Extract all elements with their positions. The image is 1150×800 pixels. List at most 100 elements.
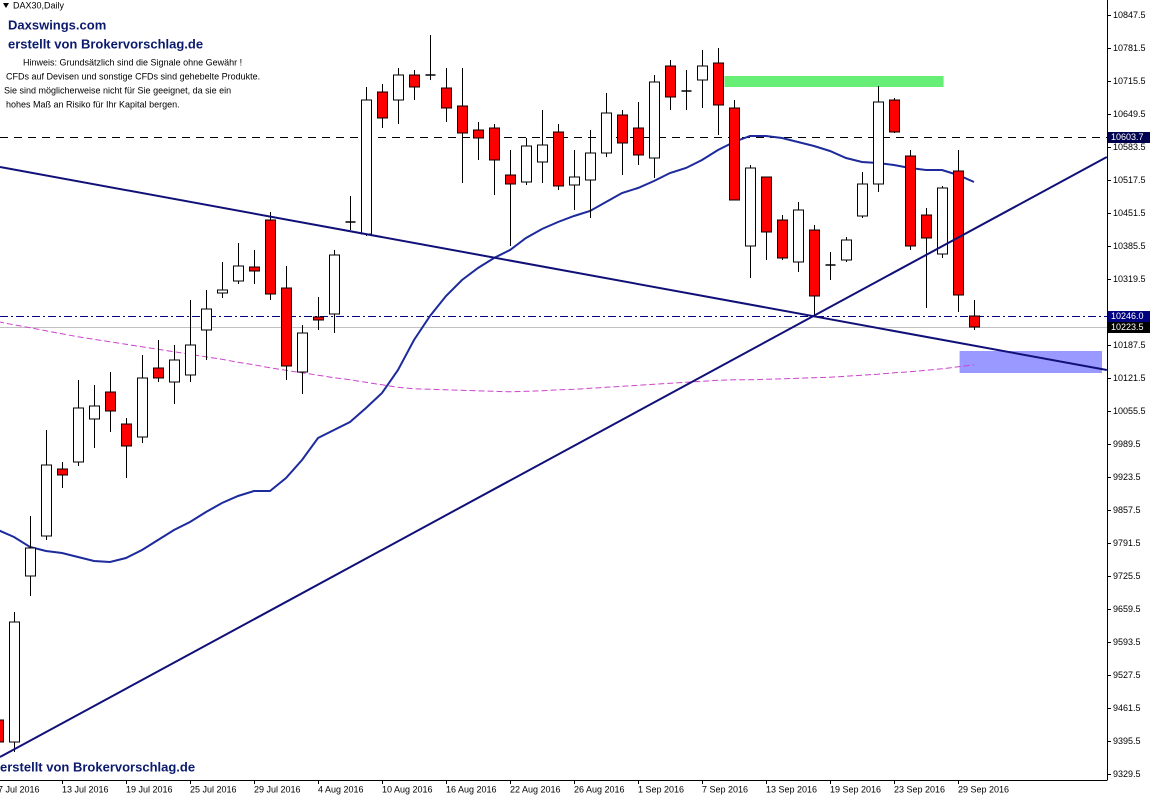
note: Hinweis: Grundsätzlich sind die Signale …	[23, 57, 242, 67]
candle-body	[281, 287, 292, 367]
candle-body	[377, 91, 388, 119]
y-tick-label: 9725.5	[1113, 571, 1141, 581]
candle-body	[105, 391, 116, 412]
candle-body	[649, 81, 660, 159]
level-label-bg	[1108, 132, 1150, 143]
level-label: 10246.0	[1111, 311, 1144, 321]
candle-body	[713, 62, 724, 106]
x-tick-label: 23 Sep 2016	[894, 784, 945, 794]
y-tick-label: 9923.5	[1113, 472, 1141, 482]
y-tick-label: 9791.5	[1113, 538, 1141, 548]
candle-body	[969, 315, 980, 328]
candle-body	[217, 289, 228, 294]
y-tick-label: 9593.5	[1113, 637, 1141, 647]
candle-body	[889, 99, 900, 133]
candle-body	[9, 621, 20, 743]
x-tick-label: 29 Sep 2016	[958, 784, 1009, 794]
note: hohes Maß an Risiko für Ihr Kapital berg…	[6, 99, 180, 109]
candle-body	[585, 152, 596, 181]
x-tick-label: 7 Jul 2016	[0, 784, 40, 794]
candle-body	[841, 239, 852, 261]
y-tick-label: 9989.5	[1113, 439, 1141, 449]
level-label-bg	[1108, 311, 1150, 322]
candle-body	[169, 359, 180, 383]
y-tick-label: 10451.5	[1113, 208, 1146, 218]
x-tick-label: 29 Jul 2016	[254, 784, 301, 794]
y-tick-label: 10319.5	[1113, 274, 1146, 284]
candle-body	[489, 127, 500, 161]
x-tick-label: 10 Aug 2016	[382, 784, 433, 794]
candle-body	[665, 65, 676, 98]
x-tick-label: 22 Aug 2016	[510, 784, 561, 794]
y-tick-label: 10121.5	[1113, 373, 1146, 383]
x-tick-label: 1 Sep 2016	[638, 784, 684, 794]
x-tick-label: 7 Sep 2016	[702, 784, 748, 794]
y-tick-label: 9395.5	[1113, 736, 1141, 746]
y-tick-label: 10517.5	[1113, 175, 1146, 185]
level-label-bg	[1108, 322, 1150, 333]
y-tick-label: 9659.5	[1113, 604, 1141, 614]
candle-body	[185, 344, 196, 376]
note: CFDs auf Devisen und sonstige CFDs sind …	[6, 71, 260, 81]
candle-body	[441, 87, 452, 109]
plot-area	[0, 35, 1108, 758]
candle-body	[857, 183, 868, 217]
candle-body	[137, 377, 148, 438]
candle-body	[953, 170, 964, 296]
x-tick-label: 13 Jul 2016	[62, 784, 109, 794]
y-tick-label: 9329.5	[1113, 769, 1141, 779]
y-tick-label: 10385.5	[1113, 241, 1146, 251]
candle-body	[233, 265, 244, 282]
candle-body	[697, 65, 708, 81]
note: Sie sind möglicherweise nicht für Sie ge…	[4, 85, 231, 95]
candle-body	[265, 219, 276, 295]
candle-body	[329, 254, 340, 315]
candle-body	[553, 131, 564, 187]
x-tick-label: 13 Sep 2016	[766, 784, 817, 794]
candle-body	[777, 219, 788, 259]
y-tick-label: 10847.5	[1113, 10, 1146, 20]
candle-body	[937, 187, 948, 255]
footer: erstellt von Brokervorschlag.de	[0, 759, 195, 774]
level-label: 10223.5	[1111, 322, 1144, 332]
candle-body	[57, 468, 68, 476]
x-tick-label: 19 Sep 2016	[830, 784, 881, 794]
candle-body	[905, 155, 916, 247]
y-tick-label: 10055.5	[1113, 406, 1146, 416]
candle-body	[873, 101, 884, 185]
y-tick-label: 10781.5	[1113, 43, 1146, 53]
trendline	[0, 156, 1108, 758]
credit: erstellt von Brokervorschlag.de	[8, 36, 203, 51]
y-tick-label: 10583.5	[1113, 142, 1146, 152]
candle-body	[521, 145, 532, 183]
candle-body	[121, 423, 132, 447]
candle-body	[361, 99, 372, 235]
x-tick-label: 4 Aug 2016	[318, 784, 364, 794]
candle-body	[761, 176, 772, 233]
ma-line	[0, 135, 975, 564]
candle-body	[313, 316, 324, 321]
candle-body	[89, 405, 100, 420]
candle-body	[409, 74, 420, 88]
candle-body	[473, 129, 484, 139]
candle-body	[73, 407, 84, 463]
candle-body	[537, 144, 548, 163]
y-tick-label: 10649.5	[1113, 109, 1146, 119]
y-tick-label: 9527.5	[1113, 670, 1141, 680]
y-tick-label: 10715.5	[1113, 76, 1146, 86]
candle-body	[393, 74, 404, 101]
candle-body	[921, 214, 932, 239]
candle-body	[0, 719, 4, 743]
candle-body	[249, 266, 260, 272]
candle-body	[745, 167, 756, 247]
trendline	[0, 166, 1107, 371]
x-tick-label: 19 Jul 2016	[126, 784, 173, 794]
candle-body	[569, 176, 580, 186]
brand: Daxswings.com	[8, 17, 106, 32]
chart-title: DAX30,Daily	[13, 0, 65, 10]
candle-body	[729, 107, 740, 201]
x-tick-label: 25 Jul 2016	[190, 784, 237, 794]
menu-icon[interactable]	[3, 3, 9, 8]
